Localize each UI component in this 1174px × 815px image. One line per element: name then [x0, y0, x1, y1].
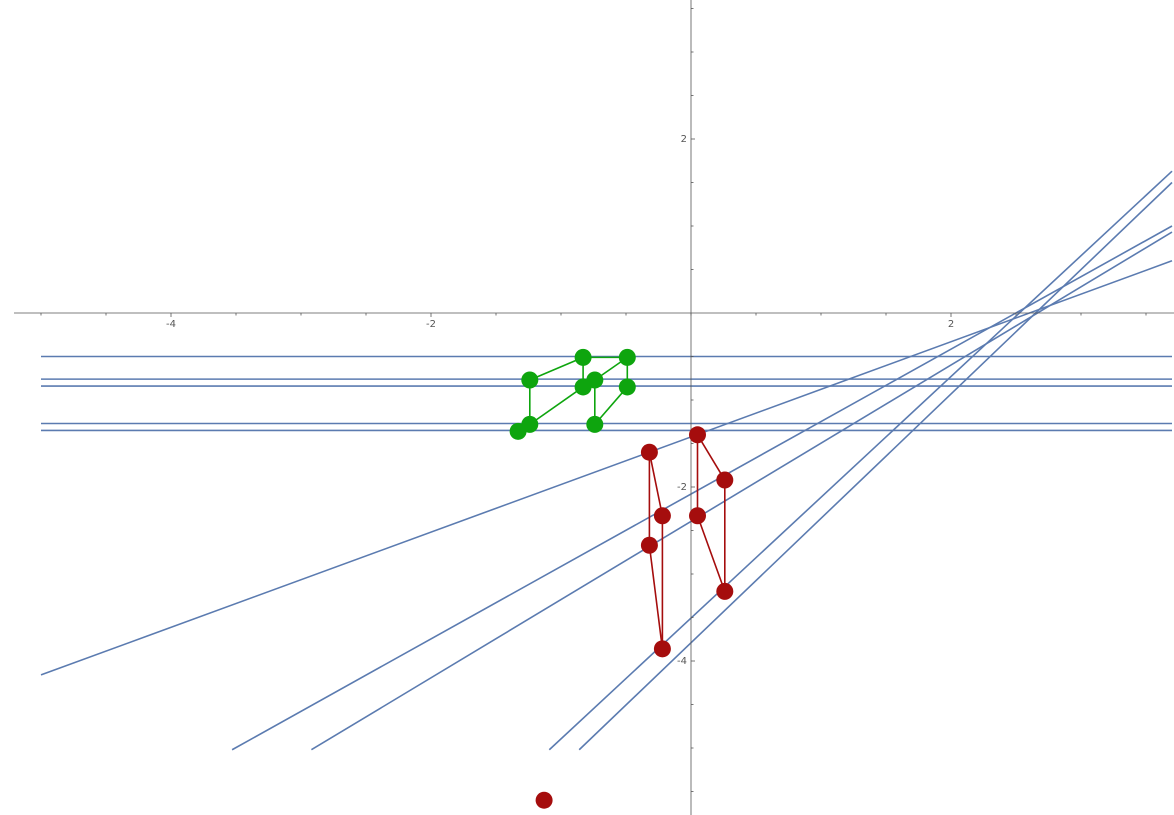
series-1-point — [653, 640, 671, 658]
series-0-point — [618, 378, 636, 396]
edge-group — [528, 356, 726, 649]
series-0-point — [509, 422, 527, 440]
series-1-point — [689, 507, 706, 525]
series-1-point — [640, 443, 658, 461]
x-tick-label: -4 — [166, 319, 176, 330]
series-1-point — [716, 471, 734, 489]
series-1-edge — [696, 434, 726, 481]
series-1-edge — [648, 452, 664, 516]
y-tick-label: -2 — [677, 482, 687, 493]
blue-line-8 — [548, 170, 1173, 751]
blue-line-5 — [40, 260, 1173, 676]
x-tick-label: 2 — [948, 319, 954, 330]
tick-group: -4 -2 2 2 -2 -4 — [166, 134, 954, 667]
series-1-point — [640, 536, 658, 554]
y-tick-label: -4 — [677, 656, 687, 667]
series-0-point — [574, 348, 592, 366]
y-tick-label: 2 — [681, 134, 687, 145]
series-0-point — [574, 378, 592, 396]
blue-line-6 — [231, 225, 1173, 751]
series-0-point — [521, 371, 539, 389]
blue-line-7 — [310, 231, 1173, 751]
series-1-edge — [696, 515, 726, 592]
series-0-point — [618, 348, 636, 366]
blue-line-9 — [578, 181, 1173, 751]
point-group — [509, 348, 734, 809]
axes-group — [14, 0, 1174, 815]
series-1-point — [535, 791, 553, 809]
series-0-edge — [529, 356, 584, 381]
series-1-point — [653, 507, 671, 525]
series-0-point — [586, 415, 604, 433]
line-group — [40, 170, 1173, 751]
series-1-point — [716, 582, 734, 600]
series-0-edge — [529, 386, 584, 426]
x-tick-label: -2 — [426, 319, 436, 330]
series-1-point — [689, 426, 706, 444]
series-1-edge — [648, 545, 664, 649]
